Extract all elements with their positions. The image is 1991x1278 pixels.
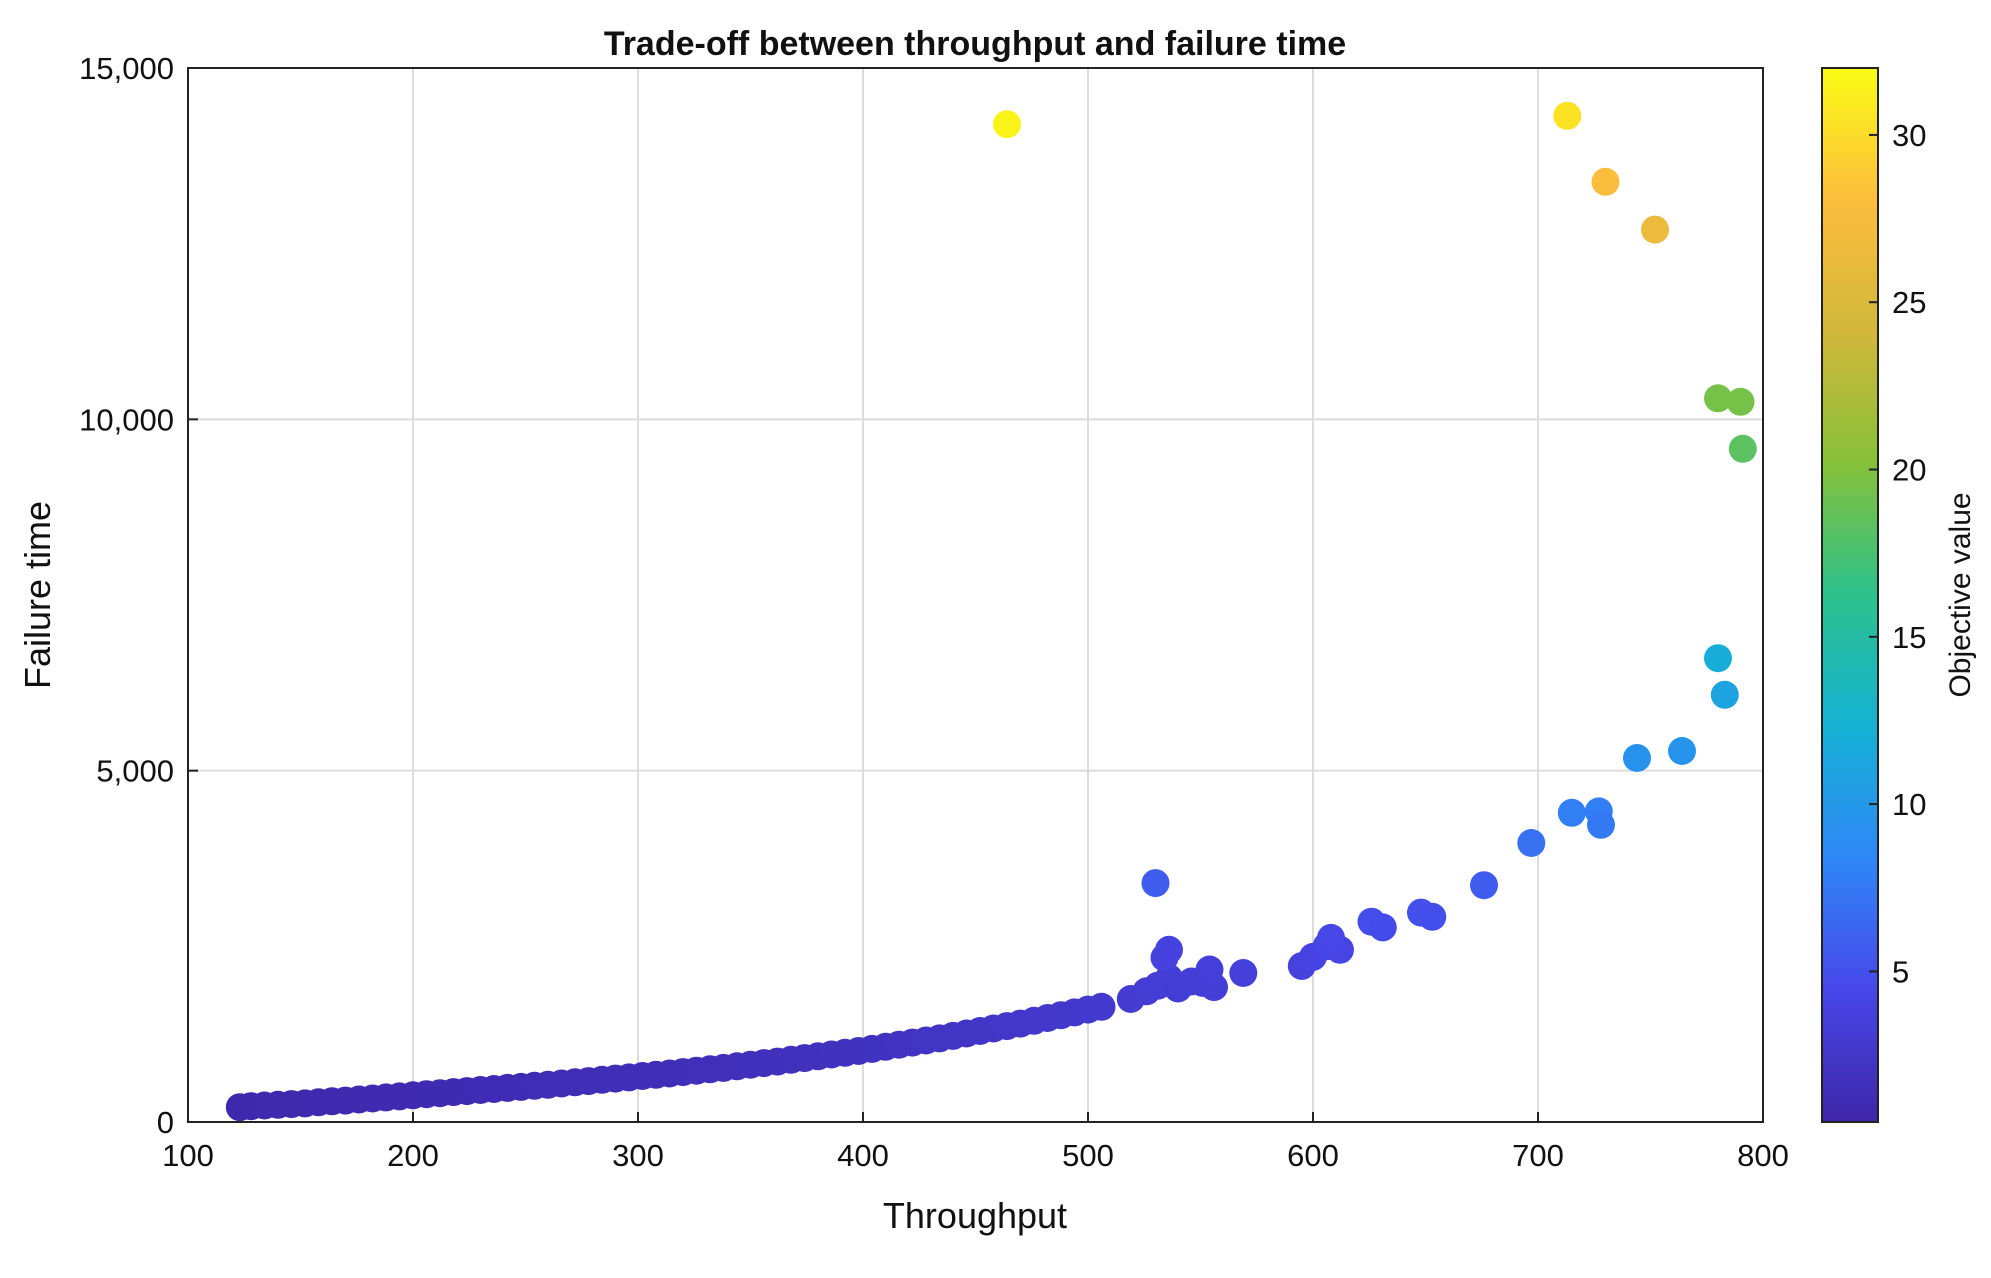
scatter-point: [1623, 744, 1651, 772]
chart-title: Trade-off between throughput and failure…: [604, 25, 1346, 63]
colorbar-tick-label: 5: [1892, 954, 1909, 989]
y-tick-label: 15,000: [79, 51, 174, 86]
x-tick-label: 400: [837, 1138, 889, 1173]
scatter-point: [1728, 434, 1757, 463]
colorbar-tick-label: 15: [1892, 620, 1926, 655]
x-tick-label: 100: [162, 1138, 214, 1173]
scatter-point: [1141, 869, 1170, 898]
colorbar-tick-label: 30: [1892, 118, 1926, 153]
colorbar-tick-label: 25: [1892, 285, 1926, 320]
x-tick-label: 300: [612, 1138, 664, 1173]
colorbar-label: Objective value: [1944, 492, 1977, 697]
data-points: [225, 101, 1757, 1122]
scatter-point: [993, 110, 1021, 139]
y-tick-label: 0: [157, 1105, 174, 1140]
x-tick-label: 800: [1737, 1138, 1789, 1173]
scatter-point: [1641, 215, 1669, 244]
colorbar-ticks: 5 10 15 20 25 30: [1869, 118, 1926, 989]
scatter-point: [1317, 923, 1345, 952]
scatter-point: [1668, 737, 1696, 765]
scatter-point: [1726, 387, 1755, 416]
scatter-point: [1229, 959, 1258, 987]
scatter-point: [1195, 955, 1224, 984]
y-tick-label: 10,000: [79, 402, 174, 437]
y-axis-label: Failure time: [17, 501, 58, 689]
y-tick-label: 5,000: [96, 754, 174, 789]
colorbar: 5 10 15 20 25 30 Objective value: [1821, 67, 1977, 1123]
colorbar-gradient: [1821, 67, 1879, 1123]
scatter-point: [1087, 992, 1116, 1021]
scatter-point: [1418, 902, 1447, 931]
scatter-point: [1368, 913, 1397, 942]
x-tick-label: 700: [1512, 1138, 1564, 1173]
x-tick-label: 200: [387, 1138, 439, 1173]
x-tick-label: 500: [1062, 1138, 1114, 1173]
scatter-point: [1710, 680, 1739, 709]
plot-frame: [187, 67, 1764, 1123]
axis-ticks: 100 200 300 400 500 600 700 800 0 5,000 10,000 15,0…: [79, 51, 1789, 1173]
scatter-point: [1553, 101, 1582, 130]
scatter-point: [1587, 810, 1615, 839]
scatter-point: [1557, 798, 1586, 827]
scatter-point: [1704, 644, 1732, 673]
scatter-point: [1155, 935, 1183, 964]
colorbar-tick-label: 10: [1892, 787, 1926, 822]
x-axis-label: Throughput: [883, 1195, 1067, 1236]
grid: [188, 68, 1763, 1122]
scatter-point: [1704, 384, 1732, 413]
x-tick-label: 600: [1287, 1138, 1339, 1173]
colorbar-tick-label: 20: [1892, 453, 1926, 488]
scatter-point: [1470, 871, 1498, 900]
scatter-point: [1591, 167, 1620, 196]
scatter-point: [1517, 829, 1546, 857]
